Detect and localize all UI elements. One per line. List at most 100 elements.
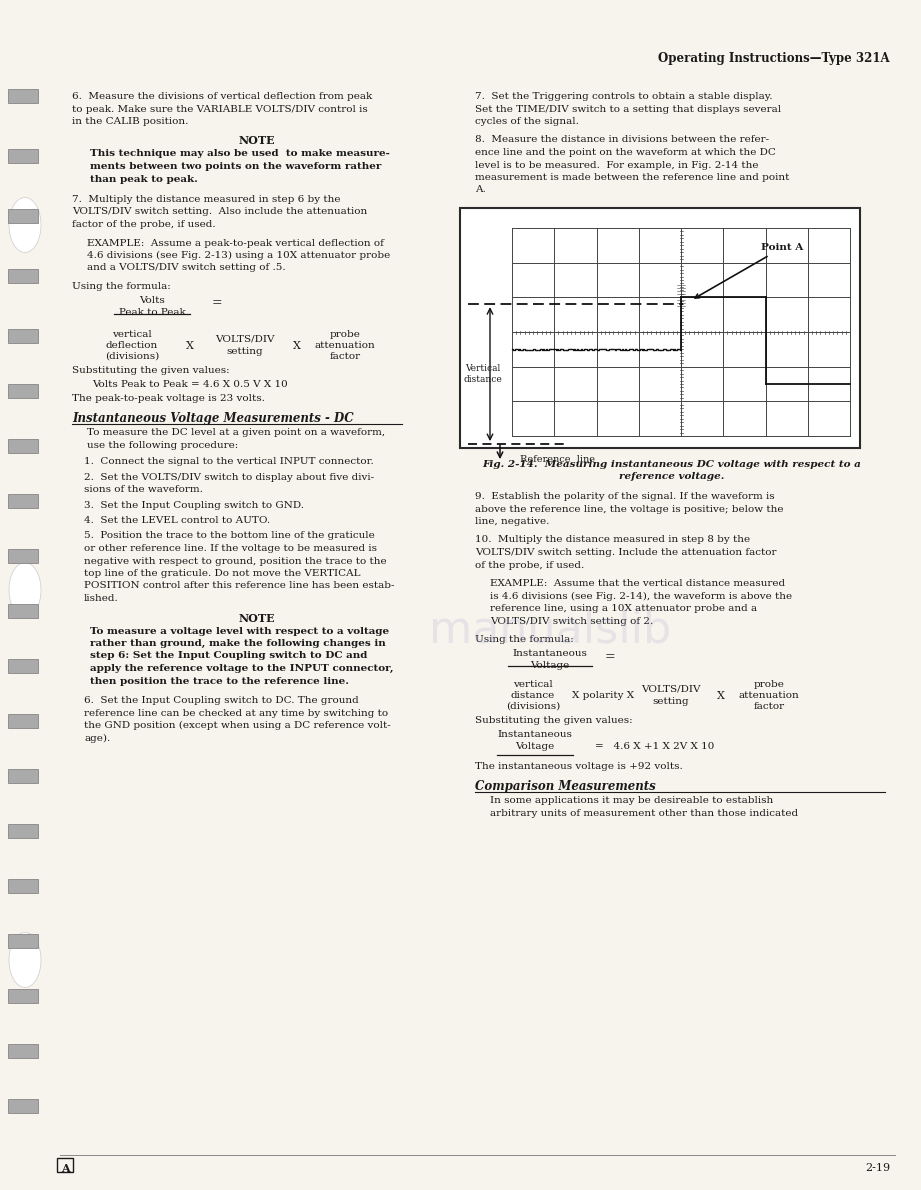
- Text: above the reference line, the voltage is positive; below the: above the reference line, the voltage is…: [475, 505, 784, 514]
- Text: EXAMPLE:  Assume that the vertical distance measured: EXAMPLE: Assume that the vertical distan…: [490, 580, 785, 588]
- Text: Instantaneous: Instantaneous: [513, 649, 588, 658]
- Text: VOLTS/DIV switch setting.  Also include the attenuation: VOLTS/DIV switch setting. Also include t…: [72, 207, 367, 217]
- Text: VOLTS/DIV switch setting of 2.: VOLTS/DIV switch setting of 2.: [490, 616, 653, 626]
- Bar: [8, 989, 38, 1003]
- Text: Using the formula:: Using the formula:: [72, 282, 170, 292]
- Text: Volts Peak to Peak = 4.6 X 0.5 V X 10: Volts Peak to Peak = 4.6 X 0.5 V X 10: [92, 380, 287, 389]
- Text: Using the formula:: Using the formula:: [475, 635, 574, 644]
- Text: =   4.6 X +1 X 2V X 10: = 4.6 X +1 X 2V X 10: [595, 743, 715, 751]
- Text: (divisions): (divisions): [105, 352, 159, 361]
- Text: VOLTS/DIV switch setting. Include the attenuation factor: VOLTS/DIV switch setting. Include the at…: [475, 549, 776, 557]
- Text: rather than ground, make the following changes in: rather than ground, make the following c…: [90, 639, 386, 649]
- Bar: [8, 149, 38, 163]
- Text: measurement is made between the reference line and point: measurement is made between the referenc…: [475, 173, 789, 182]
- Bar: [8, 659, 38, 674]
- Text: 6.  Measure the divisions of vertical deflection from peak: 6. Measure the divisions of vertical def…: [72, 92, 372, 101]
- Bar: [8, 769, 38, 783]
- Bar: [460, 208, 860, 447]
- Bar: [8, 934, 38, 948]
- Text: NOTE: NOTE: [239, 136, 275, 146]
- Text: Comparison Measurements: Comparison Measurements: [475, 779, 656, 793]
- Text: 4.6 divisions (see Fig. 2-13) using a 10X attenuator probe: 4.6 divisions (see Fig. 2-13) using a 10…: [87, 251, 391, 261]
- Text: This technique may also be used  to make measure-: This technique may also be used to make …: [90, 150, 390, 158]
- Text: X: X: [717, 691, 725, 701]
- Text: is 4.6 divisions (see Fig. 2-14), the waveform is above the: is 4.6 divisions (see Fig. 2-14), the wa…: [490, 591, 792, 601]
- Text: Voltage: Voltage: [530, 660, 569, 670]
- Text: 5.  Position the trace to the bottom line of the graticule: 5. Position the trace to the bottom line…: [84, 532, 375, 540]
- Text: probe: probe: [330, 330, 360, 339]
- Text: 1.  Connect the signal to the vertical INPUT connector.: 1. Connect the signal to the vertical IN…: [84, 457, 374, 466]
- Text: to peak. Make sure the VARIABLE VOLTS/DIV control is: to peak. Make sure the VARIABLE VOLTS/DI…: [72, 105, 367, 113]
- Text: 6.  Set the Input Coupling switch to DC. The ground: 6. Set the Input Coupling switch to DC. …: [84, 696, 359, 704]
- Text: ments between two points on the waveform rather: ments between two points on the waveform…: [90, 162, 381, 171]
- Text: apply the reference voltage to the INPUT connector,: apply the reference voltage to the INPUT…: [90, 664, 393, 674]
- Text: manualslib: manualslib: [429, 608, 671, 651]
- Text: deflection: deflection: [106, 342, 158, 350]
- Text: top line of the graticule. Do not move the VERTICAL: top line of the graticule. Do not move t…: [84, 569, 360, 578]
- Bar: [8, 439, 38, 453]
- Text: Peak to Peak: Peak to Peak: [119, 308, 185, 317]
- Text: NOTE: NOTE: [239, 613, 275, 624]
- Text: arbitrary units of measurement other than those indicated: arbitrary units of measurement other tha…: [490, 808, 799, 818]
- Text: Volts: Volts: [139, 296, 165, 305]
- Text: 8.  Measure the distance in divisions between the refer-: 8. Measure the distance in divisions bet…: [475, 136, 769, 144]
- Text: To measure a voltage level with respect to a voltage: To measure a voltage level with respect …: [90, 626, 390, 635]
- Text: The instantaneous voltage is +92 volts.: The instantaneous voltage is +92 volts.: [475, 762, 682, 771]
- Text: attenuation: attenuation: [315, 342, 376, 350]
- Text: negative with respect to ground, position the trace to the: negative with respect to ground, positio…: [84, 557, 387, 565]
- Bar: [8, 328, 38, 343]
- Text: attenuation: attenuation: [739, 691, 799, 700]
- Text: Set the TIME/DIV switch to a setting that displays several: Set the TIME/DIV switch to a setting tha…: [475, 105, 781, 113]
- Bar: [8, 714, 38, 728]
- Text: lished.: lished.: [84, 594, 119, 603]
- Text: =: =: [212, 296, 222, 309]
- Text: Substituting the given values:: Substituting the given values:: [72, 367, 229, 375]
- Ellipse shape: [9, 563, 41, 618]
- Text: POSITION control after this reference line has been estab-: POSITION control after this reference li…: [84, 582, 394, 590]
- Text: Reference  line: Reference line: [520, 455, 595, 463]
- Text: vertical: vertical: [513, 679, 553, 689]
- Text: line, negative.: line, negative.: [475, 516, 549, 526]
- Text: VOLTS/DIV: VOLTS/DIV: [641, 685, 701, 694]
- Text: of the probe, if used.: of the probe, if used.: [475, 560, 584, 570]
- Text: Operating Instructions—Type 321A: Operating Instructions—Type 321A: [659, 52, 890, 65]
- Text: reference line, using a 10X attenuator probe and a: reference line, using a 10X attenuator p…: [490, 605, 757, 613]
- Bar: [8, 494, 38, 508]
- Text: or other reference line. If the voltage to be measured is: or other reference line. If the voltage …: [84, 544, 377, 553]
- Text: distance: distance: [511, 691, 555, 700]
- Text: Substituting the given values:: Substituting the given values:: [475, 716, 633, 725]
- Text: use the following procedure:: use the following procedure:: [87, 440, 239, 450]
- Text: sions of the waveform.: sions of the waveform.: [84, 486, 203, 494]
- Text: factor: factor: [753, 702, 785, 710]
- Text: (divisions): (divisions): [506, 702, 560, 710]
- Text: 2-19: 2-19: [865, 1163, 890, 1173]
- Text: In some applications it may be desireable to establish: In some applications it may be desireabl…: [490, 796, 774, 804]
- Text: A.: A.: [475, 186, 485, 194]
- Text: Vertical
distance: Vertical distance: [463, 364, 502, 384]
- Bar: [8, 879, 38, 892]
- Text: A: A: [61, 1163, 69, 1175]
- Ellipse shape: [9, 933, 41, 988]
- Text: vertical: vertical: [112, 330, 152, 339]
- Bar: [8, 384, 38, 397]
- Text: EXAMPLE:  Assume a peak-to-peak vertical deflection of: EXAMPLE: Assume a peak-to-peak vertical …: [87, 238, 384, 248]
- Bar: [8, 209, 38, 223]
- Text: VOLTS/DIV: VOLTS/DIV: [216, 336, 274, 344]
- Bar: [8, 1044, 38, 1058]
- Text: ence line and the point on the waveform at which the DC: ence line and the point on the waveform …: [475, 148, 775, 157]
- Text: step 6: Set the Input Coupling switch to DC and: step 6: Set the Input Coupling switch to…: [90, 651, 367, 660]
- Text: To measure the DC level at a given point on a waveform,: To measure the DC level at a given point…: [87, 428, 385, 437]
- Text: then position the trace to the reference line.: then position the trace to the reference…: [90, 676, 349, 685]
- Text: Fig. 2-14.  Measuring instantaneous DC voltage with respect to a: Fig. 2-14. Measuring instantaneous DC vo…: [483, 461, 861, 469]
- Text: 4.  Set the LEVEL control to AUTO.: 4. Set the LEVEL control to AUTO.: [84, 516, 270, 525]
- FancyBboxPatch shape: [57, 1158, 73, 1172]
- Text: Instantaneous: Instantaneous: [497, 729, 573, 739]
- Text: reference line can be checked at any time by switching to: reference line can be checked at any tim…: [84, 708, 388, 718]
- Text: reference voltage.: reference voltage.: [619, 472, 725, 481]
- Text: probe: probe: [753, 679, 785, 689]
- Text: level is to be measured.  For example, in Fig. 2-14 the: level is to be measured. For example, in…: [475, 161, 759, 169]
- Text: setting: setting: [227, 347, 263, 356]
- Text: X polarity X: X polarity X: [572, 691, 634, 700]
- Bar: [8, 269, 38, 283]
- Text: The peak-to-peak voltage is 23 volts.: The peak-to-peak voltage is 23 volts.: [72, 394, 265, 403]
